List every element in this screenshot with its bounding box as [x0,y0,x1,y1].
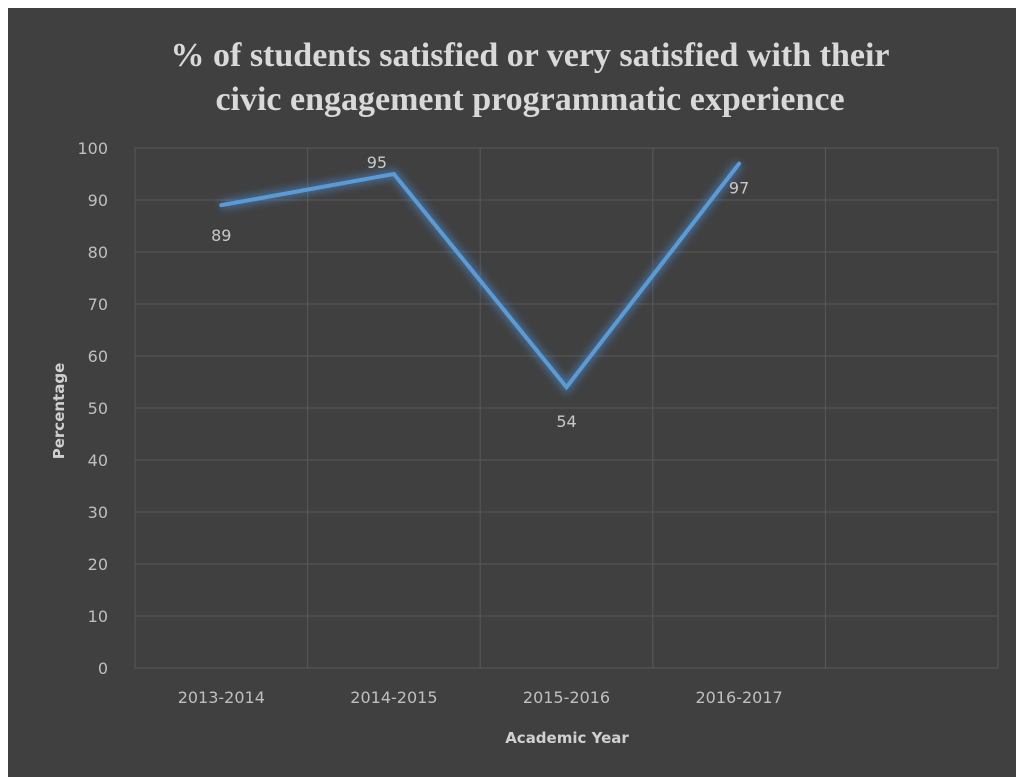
data-label: 97 [729,179,749,198]
y-tick-label: 30 [88,503,108,522]
data-label: 95 [367,153,387,172]
x-axis-tick-labels: 2013-2014 2014-2015 2015-2016 2016-2017 [178,688,783,707]
chart-title-line-1: % of students satisfied or very satisfie… [171,37,890,74]
x-axis-label: Academic Year [505,729,629,747]
y-tick-label: 50 [88,399,108,418]
data-labels: 89 95 54 97 [211,153,749,431]
series-lines [219,160,743,395]
y-tick-label: 20 [88,555,108,574]
x-tick-label: 2014-2015 [350,688,437,707]
data-label: 54 [556,412,576,431]
y-tick-label: 80 [88,243,108,262]
y-tick-label: 100 [77,139,108,158]
chart-title: % of students satisfied or very satisfie… [171,37,890,118]
chart-title-line-2: civic engagement programmatic experience [215,81,844,118]
chart-background [8,8,1016,777]
y-tick-label: 0 [98,659,108,678]
y-tick-label: 60 [88,347,108,366]
y-axis-tick-labels: 0 10 20 30 40 50 60 70 80 90 100 [77,139,108,678]
x-tick-label: 2016-2017 [695,688,782,707]
series-line [219,161,742,391]
y-tick-label: 40 [88,451,108,470]
y-tick-label: 10 [88,607,108,626]
x-tick-label: 2015-2016 [523,688,610,707]
y-tick-label: 90 [88,191,108,210]
data-label: 89 [211,226,231,245]
gridlines [134,147,999,669]
y-axis-label: Percentage [50,363,68,460]
y-tick-label: 70 [88,295,108,314]
x-tick-label: 2013-2014 [178,688,265,707]
